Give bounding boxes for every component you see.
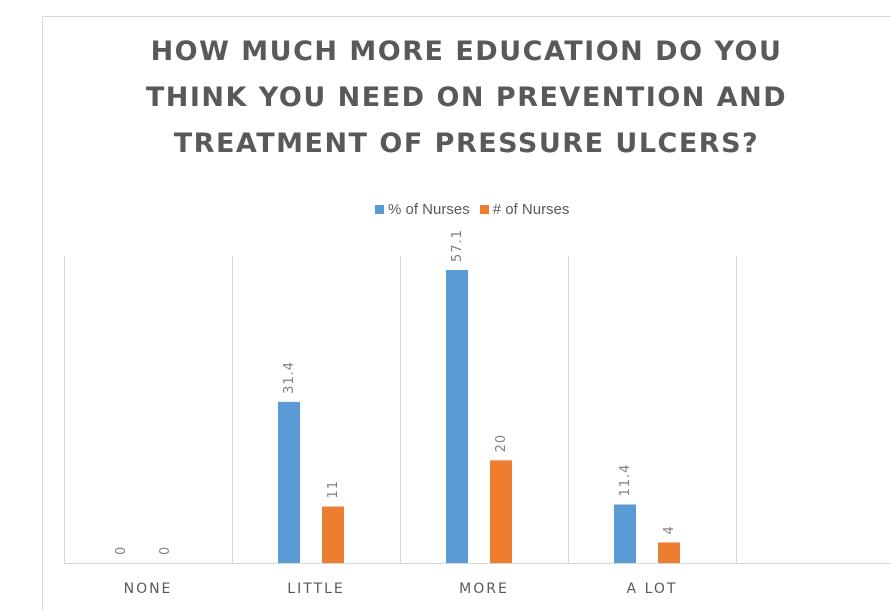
value-label: 11.4 xyxy=(618,464,633,497)
bar-more-series-0 xyxy=(446,270,468,563)
legend-label-percent: % of Nurses xyxy=(388,201,470,218)
chart-title-line-1: HOW MUCH MORE EDUCATION DO YOU xyxy=(150,36,783,67)
chart-title-line-3: TREATMENT OF PRESSURE ULCERS? xyxy=(173,128,760,159)
value-label: 0 xyxy=(114,546,129,555)
legend-item-count: # of Nurses xyxy=(479,201,570,218)
chart-frame xyxy=(42,16,891,610)
legend-label-count: # of Nurses xyxy=(492,201,570,218)
category-label: LITTLE xyxy=(287,581,344,597)
bar-little-series-1 xyxy=(322,506,344,563)
value-label: 11 xyxy=(326,480,341,499)
value-label: 31.4 xyxy=(282,361,297,394)
chart-title-line-2: THINK YOU NEED ON PREVENTION AND xyxy=(145,82,788,113)
grid-layer xyxy=(64,256,891,564)
category-label-layer: NONE LITTLE MORE A LOT xyxy=(124,581,678,597)
label-layer: 0 0 31.4 11 57.1 20 11.4 4 xyxy=(114,229,677,555)
chart-legend: % of Nurses # of Nurses xyxy=(375,201,579,218)
chart-title: HOW MUCH MORE EDUCATION DO YOU THINK YOU… xyxy=(42,38,891,176)
category-label: NONE xyxy=(124,581,173,597)
bar-little-series-0 xyxy=(278,401,300,563)
category-label: A LOT xyxy=(627,581,678,597)
bar-a-lot-series-0 xyxy=(614,504,636,563)
legend-swatch-count xyxy=(479,205,489,214)
bar-layer xyxy=(278,270,680,563)
value-label: 20 xyxy=(494,434,509,453)
category-label: MORE xyxy=(459,581,509,597)
legend-item-percent: % of Nurses xyxy=(375,201,470,218)
value-label: 0 xyxy=(158,546,173,555)
value-label: 4 xyxy=(662,525,677,534)
value-label: 57.1 xyxy=(450,229,465,262)
bar-a-lot-series-1 xyxy=(658,542,680,563)
bar-more-series-1 xyxy=(490,460,512,563)
legend-swatch-percent xyxy=(375,205,384,214)
